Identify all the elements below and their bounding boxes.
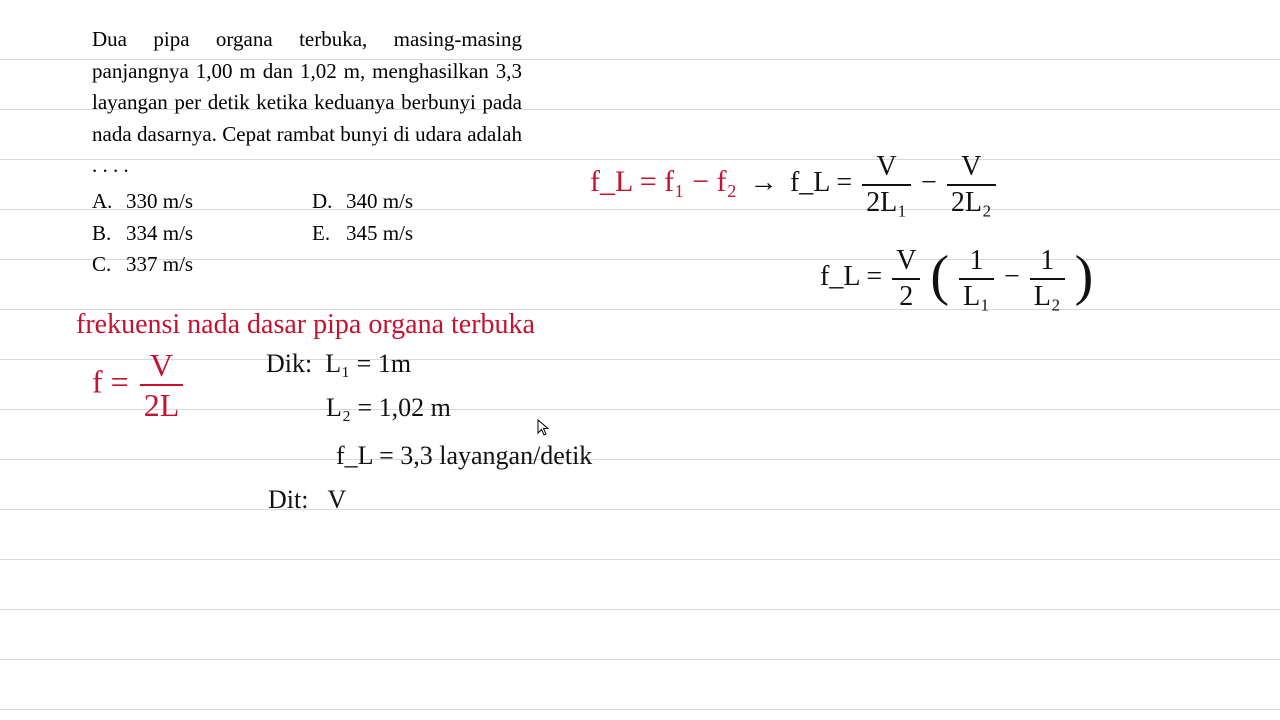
question-text: Dua pipa organa terbuka, masing-masing p… (92, 24, 522, 182)
formula-base: f = V 2L (92, 346, 186, 425)
dit-line: Dit: V (268, 484, 346, 515)
option-c: C.337 m/s (92, 249, 312, 281)
note-frekuensi: frekuensi nada dasar pipa organa terbuka (76, 308, 535, 342)
dik-fl: f_L = 3,3 layangan/detik (336, 440, 592, 471)
equation-2: f_L = V 2 ( 1 L₁ − 1 L₂ ) (820, 244, 1093, 313)
option-e: E.345 m/s (312, 218, 512, 250)
dik-label: Dik: L₁ = 1m (266, 348, 411, 379)
option-a: A.330 m/s (92, 186, 312, 218)
cursor-icon (536, 418, 552, 441)
equation-1: f_L = f₁ − f₂ → f_L = V 2L₁ − V 2L₂ (590, 150, 999, 219)
option-d: D.340 m/s (312, 186, 512, 218)
option-b: B.334 m/s (92, 218, 312, 250)
dik-l2: L₂ = 1,02 m (326, 392, 451, 423)
answer-options: A.330 m/s D.340 m/s B.334 m/s E.345 m/s … (92, 186, 512, 281)
